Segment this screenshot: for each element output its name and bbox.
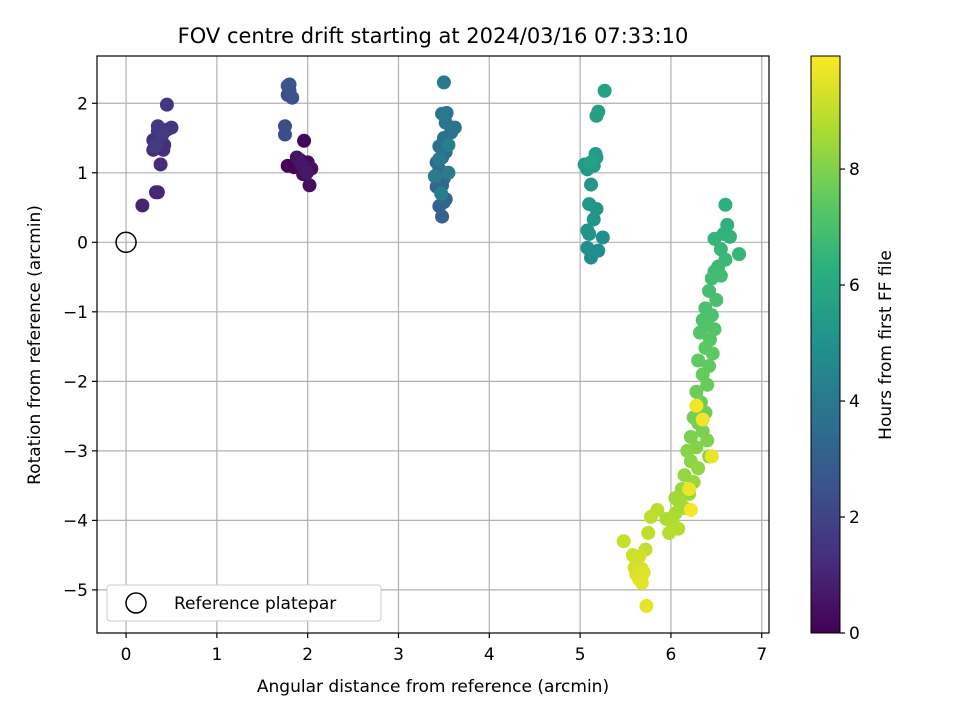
x-tick-label: 4 xyxy=(484,645,495,665)
x-tick-label: 1 xyxy=(211,645,222,665)
y-tick-label: −1 xyxy=(63,303,88,323)
legend: Reference platepar xyxy=(106,584,382,622)
x-tick-label: 2 xyxy=(302,645,313,665)
colorbar-tick-label: 2 xyxy=(849,508,860,528)
data-point xyxy=(299,165,314,180)
y-tick-label: 2 xyxy=(77,94,88,114)
data-point xyxy=(580,223,595,238)
data-points xyxy=(135,75,747,613)
data-point xyxy=(155,127,170,142)
data-point xyxy=(436,75,451,90)
legend-label: Reference platepar xyxy=(174,594,336,614)
data-point xyxy=(584,177,599,192)
data-point xyxy=(722,229,737,244)
x-axis-label: Angular distance from reference (arcmin) xyxy=(257,677,609,697)
data-point xyxy=(691,353,706,368)
x-tick-label: 3 xyxy=(393,645,404,665)
x-tick-label: 6 xyxy=(666,645,677,665)
colorbar-tick-label: 4 xyxy=(849,392,860,412)
colorbar-tick-label: 6 xyxy=(849,276,860,296)
data-point xyxy=(662,525,677,540)
y-tick-label: −2 xyxy=(63,372,88,392)
data-point xyxy=(682,482,697,497)
data-point xyxy=(689,384,704,399)
data-point xyxy=(591,243,606,258)
y-tick-label: 0 xyxy=(77,233,88,253)
data-point xyxy=(135,198,150,213)
data-point xyxy=(704,271,719,286)
data-point xyxy=(683,429,698,444)
data-point xyxy=(582,197,597,212)
y-tick-label: −4 xyxy=(63,511,88,531)
x-tick-label: 7 xyxy=(756,645,767,665)
data-point xyxy=(691,461,706,476)
data-point xyxy=(591,104,606,119)
data-point xyxy=(434,186,449,201)
data-point xyxy=(732,247,747,262)
data-point xyxy=(707,231,722,246)
data-point xyxy=(713,242,728,257)
data-point xyxy=(700,433,715,448)
data-point xyxy=(695,367,710,382)
data-point xyxy=(427,169,442,184)
data-point xyxy=(439,106,454,121)
x-tick-label: 0 xyxy=(121,645,132,665)
data-point xyxy=(282,77,297,92)
data-point xyxy=(689,398,704,413)
data-point xyxy=(700,377,715,392)
data-point xyxy=(639,598,654,613)
legend-marker xyxy=(125,592,147,614)
data-point xyxy=(159,97,174,112)
data-point xyxy=(705,346,720,361)
reference-platepar-marker xyxy=(115,231,137,254)
data-point xyxy=(150,185,165,200)
data-point xyxy=(277,127,292,142)
data-point xyxy=(302,178,317,193)
data-point xyxy=(695,412,710,427)
data-point xyxy=(683,502,698,517)
data-point xyxy=(616,534,631,549)
y-axis-ticks: −5 −4 −3 −2 −1 0 1 2 xyxy=(63,94,97,601)
data-point xyxy=(441,137,456,152)
x-axis-ticks: 0 1 2 3 4 5 6 7 xyxy=(121,633,767,665)
data-point xyxy=(432,151,447,166)
legend-box xyxy=(106,584,382,622)
colorbar-tick-label: 0 xyxy=(849,624,860,644)
colorbar-ticks: 0 2 4 6 8 xyxy=(840,160,860,644)
plot-area-frame xyxy=(96,55,770,634)
colorbar-tick-label: 8 xyxy=(849,160,860,180)
data-point xyxy=(297,133,312,148)
data-point xyxy=(718,197,733,212)
data-point xyxy=(634,575,649,590)
data-point xyxy=(148,139,163,154)
x-tick-label: 5 xyxy=(575,645,586,665)
data-point xyxy=(643,509,658,524)
colorbar-gradient xyxy=(810,55,841,634)
y-axis-label: Rotation from reference (arcmin) xyxy=(25,205,45,485)
data-point xyxy=(285,90,300,105)
data-point xyxy=(153,157,168,172)
data-point xyxy=(692,325,707,340)
data-point xyxy=(707,322,722,337)
data-point xyxy=(632,549,647,564)
chart-title: FOV centre drift starting at 2024/03/16 … xyxy=(178,24,689,48)
y-tick-label: 1 xyxy=(77,164,88,184)
data-point xyxy=(704,449,719,464)
y-tick-label: −5 xyxy=(63,581,88,601)
colorbar: 0 2 4 6 8 Hours from first FF file xyxy=(810,55,896,644)
data-point xyxy=(441,165,456,180)
data-point xyxy=(641,525,656,540)
colorbar-label: Hours from first FF file xyxy=(876,250,896,440)
y-tick-label: −3 xyxy=(63,442,88,462)
grid-lines xyxy=(97,56,769,633)
data-point xyxy=(584,155,599,170)
data-point xyxy=(709,293,724,308)
data-point xyxy=(595,230,610,245)
data-point xyxy=(597,83,612,98)
